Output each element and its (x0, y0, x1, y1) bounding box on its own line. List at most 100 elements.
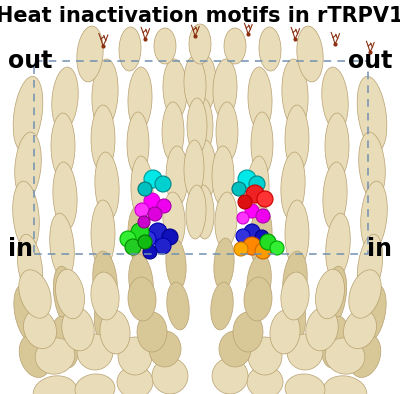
Ellipse shape (91, 272, 119, 320)
Ellipse shape (246, 185, 264, 203)
Ellipse shape (144, 170, 162, 188)
Text: out: out (8, 49, 52, 73)
Ellipse shape (256, 209, 270, 223)
Ellipse shape (91, 200, 115, 268)
Ellipse shape (125, 239, 141, 255)
Ellipse shape (316, 269, 344, 319)
Ellipse shape (14, 284, 42, 344)
Ellipse shape (255, 243, 271, 259)
Ellipse shape (62, 307, 94, 351)
Ellipse shape (212, 358, 248, 394)
Ellipse shape (187, 98, 207, 154)
Ellipse shape (282, 59, 308, 129)
Ellipse shape (257, 191, 273, 207)
Ellipse shape (127, 112, 149, 176)
Ellipse shape (358, 284, 386, 344)
Ellipse shape (53, 162, 77, 230)
Ellipse shape (232, 182, 246, 196)
Ellipse shape (215, 192, 237, 248)
Ellipse shape (94, 298, 122, 354)
Ellipse shape (35, 338, 75, 374)
Ellipse shape (117, 366, 153, 394)
Ellipse shape (186, 185, 206, 239)
Ellipse shape (149, 331, 181, 367)
Ellipse shape (237, 212, 249, 224)
Ellipse shape (138, 216, 150, 228)
Ellipse shape (131, 223, 149, 241)
Ellipse shape (285, 200, 309, 268)
Ellipse shape (189, 24, 211, 64)
Ellipse shape (244, 277, 272, 321)
Ellipse shape (248, 67, 272, 131)
Ellipse shape (148, 207, 162, 221)
Ellipse shape (194, 185, 214, 239)
Ellipse shape (118, 337, 152, 375)
Ellipse shape (281, 272, 309, 320)
Ellipse shape (17, 234, 43, 298)
Ellipse shape (234, 242, 248, 256)
Ellipse shape (50, 213, 74, 279)
Ellipse shape (120, 231, 136, 247)
Ellipse shape (283, 251, 307, 311)
Ellipse shape (162, 102, 184, 162)
Ellipse shape (137, 312, 167, 352)
Ellipse shape (349, 270, 381, 318)
Ellipse shape (285, 105, 309, 173)
Ellipse shape (243, 237, 261, 255)
Ellipse shape (52, 316, 78, 368)
Ellipse shape (19, 335, 51, 377)
Ellipse shape (244, 224, 260, 240)
Ellipse shape (212, 146, 234, 206)
Ellipse shape (13, 181, 39, 251)
Ellipse shape (53, 266, 77, 326)
Ellipse shape (163, 192, 185, 248)
Ellipse shape (154, 28, 176, 64)
Ellipse shape (138, 235, 152, 249)
Ellipse shape (166, 238, 186, 290)
Ellipse shape (213, 59, 237, 119)
Ellipse shape (138, 182, 152, 196)
Ellipse shape (359, 132, 385, 200)
Ellipse shape (344, 309, 376, 349)
Ellipse shape (326, 213, 350, 279)
Ellipse shape (77, 334, 113, 370)
Ellipse shape (323, 376, 367, 394)
Ellipse shape (285, 374, 325, 394)
Ellipse shape (155, 176, 171, 192)
Ellipse shape (281, 152, 305, 220)
Ellipse shape (214, 238, 234, 290)
Ellipse shape (247, 254, 271, 310)
Ellipse shape (194, 56, 216, 112)
Ellipse shape (193, 98, 213, 154)
Ellipse shape (259, 27, 281, 71)
Ellipse shape (119, 27, 141, 71)
Text: in: in (367, 237, 392, 261)
Ellipse shape (100, 310, 130, 354)
Ellipse shape (95, 152, 119, 220)
Ellipse shape (184, 56, 206, 112)
Ellipse shape (77, 26, 103, 82)
Ellipse shape (15, 132, 41, 200)
Ellipse shape (131, 156, 153, 222)
Text: in: in (8, 237, 33, 261)
Ellipse shape (270, 310, 300, 354)
Ellipse shape (323, 266, 347, 326)
Ellipse shape (216, 102, 238, 162)
Ellipse shape (297, 26, 323, 82)
Ellipse shape (245, 204, 259, 218)
Ellipse shape (128, 277, 156, 321)
Ellipse shape (33, 376, 77, 394)
Ellipse shape (238, 170, 256, 188)
Ellipse shape (357, 76, 387, 152)
Ellipse shape (128, 206, 150, 266)
Ellipse shape (211, 282, 233, 330)
Ellipse shape (152, 358, 188, 394)
Ellipse shape (233, 312, 263, 352)
Ellipse shape (325, 113, 349, 179)
Ellipse shape (322, 316, 348, 368)
Ellipse shape (166, 146, 188, 206)
Ellipse shape (92, 59, 118, 129)
Ellipse shape (287, 334, 323, 370)
Ellipse shape (224, 28, 246, 64)
Ellipse shape (129, 254, 153, 310)
